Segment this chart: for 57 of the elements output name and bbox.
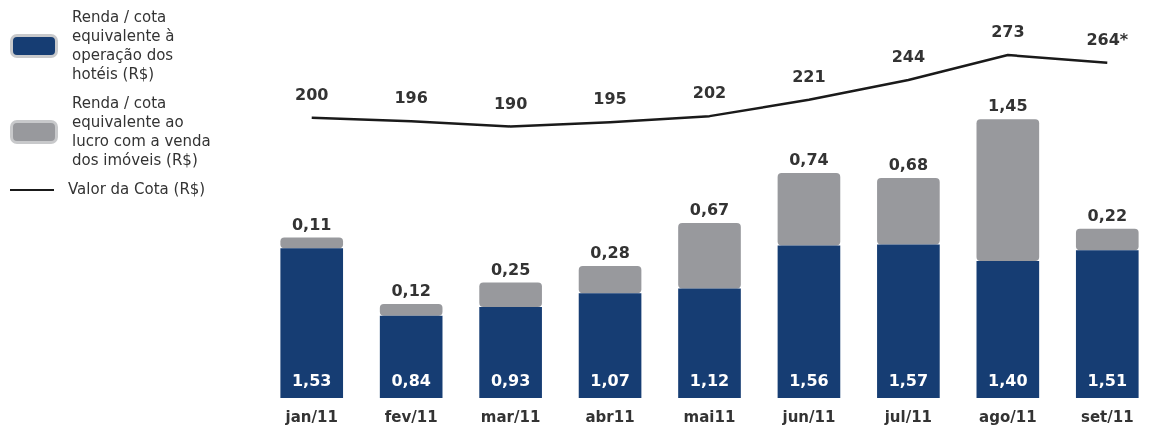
x-tick-label: fev/11	[384, 407, 438, 426]
legend-label: Valor da Cota (R$)	[68, 180, 207, 199]
data-label: 1,53	[291, 371, 332, 391]
data-label: 221	[792, 66, 826, 86]
data-label: 1,57	[888, 371, 929, 391]
x-tick-label: set/11	[1080, 407, 1134, 426]
bar	[777, 173, 841, 246]
bar	[678, 288, 741, 398]
data-label: 244	[891, 47, 926, 67]
data-label: 190	[493, 93, 528, 113]
data-label: 0,12	[391, 281, 431, 301]
data-label: 0,25	[490, 259, 531, 279]
bar	[578, 293, 642, 398]
data-label: 0,22	[1087, 205, 1128, 225]
data-label: 1,12	[689, 371, 730, 391]
bar	[877, 244, 940, 398]
x-tick-label: jul/11	[883, 407, 933, 426]
data-label: 0,67	[689, 200, 730, 220]
data-label: 0,11	[291, 214, 332, 234]
data-label: 1,51	[1087, 371, 1128, 391]
legend-label: Renda / cota equivalente ao lucro com a venda dos imóveis (R$)	[72, 94, 212, 170]
bar	[479, 282, 542, 308]
data-label: 1,45	[988, 96, 1028, 116]
bar	[280, 237, 344, 249]
bar	[479, 307, 542, 398]
data-label: 195	[593, 89, 627, 109]
bar	[1075, 250, 1139, 398]
bar	[678, 222, 741, 289]
bar	[976, 119, 1040, 262]
bar	[379, 304, 443, 316]
data-label: 1,40	[988, 371, 1028, 391]
data-label: 0,93	[490, 371, 531, 391]
bar	[777, 245, 841, 398]
bar	[578, 265, 642, 294]
bar	[1075, 228, 1139, 251]
data-label: 0,84	[391, 371, 431, 391]
x-tick-label: abr11	[585, 407, 635, 426]
bar	[379, 315, 443, 398]
legend-label: Renda / cota equivalente à operação dos hotéis (R$)	[72, 8, 176, 84]
data-label: 1,56	[789, 371, 829, 391]
x-tick-label: mai11	[683, 407, 736, 426]
data-label: 200	[295, 85, 329, 105]
bar	[280, 248, 344, 398]
bar	[976, 261, 1040, 398]
data-label: 196	[394, 88, 428, 108]
data-label: 0,28	[590, 243, 630, 263]
x-tick-label: jun/11	[781, 407, 836, 426]
data-label: 264*	[1086, 29, 1129, 49]
data-label: 273	[991, 22, 1025, 42]
x-tick-label: mar/11	[480, 407, 541, 426]
data-label: 1,07	[590, 371, 630, 391]
x-tick-label: jan/11	[284, 407, 338, 426]
data-label: 0,74	[789, 150, 829, 170]
data-label: 202	[692, 83, 727, 103]
bar	[877, 177, 940, 245]
data-label: 0,68	[888, 155, 929, 175]
x-tick-label: ago/11	[979, 407, 1037, 426]
